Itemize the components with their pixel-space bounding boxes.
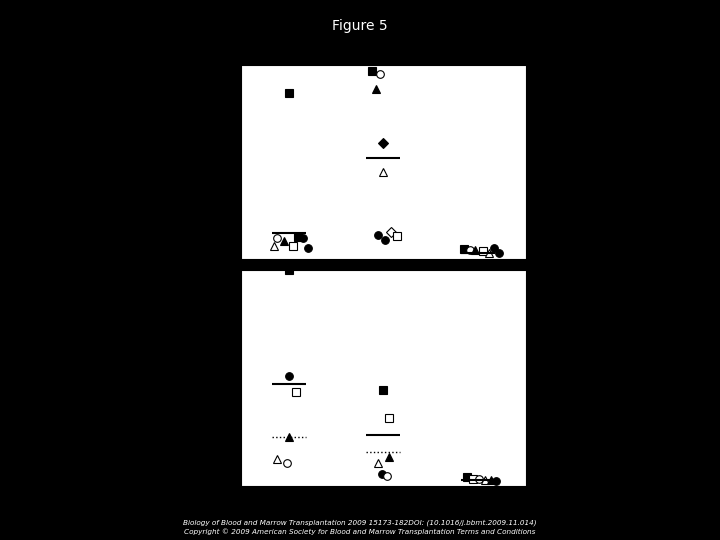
Text: B: B xyxy=(202,270,213,285)
Text: Copyright © 2009 American Society for Blood and Marrow Transplantation Terms and: Copyright © 2009 American Society for Bl… xyxy=(184,528,536,535)
Y-axis label: Number of CFU: Number of CFU xyxy=(206,341,215,415)
Text: A: A xyxy=(202,65,213,80)
Y-axis label: Number of CFU: Number of CFU xyxy=(206,125,215,199)
Text: Biology of Blood and Marrow Transplantation 2009 15173-182DOI: (10.1016/j.bbmt.2: Biology of Blood and Marrow Transplantat… xyxy=(183,520,537,526)
Text: Figure 5: Figure 5 xyxy=(332,19,388,33)
